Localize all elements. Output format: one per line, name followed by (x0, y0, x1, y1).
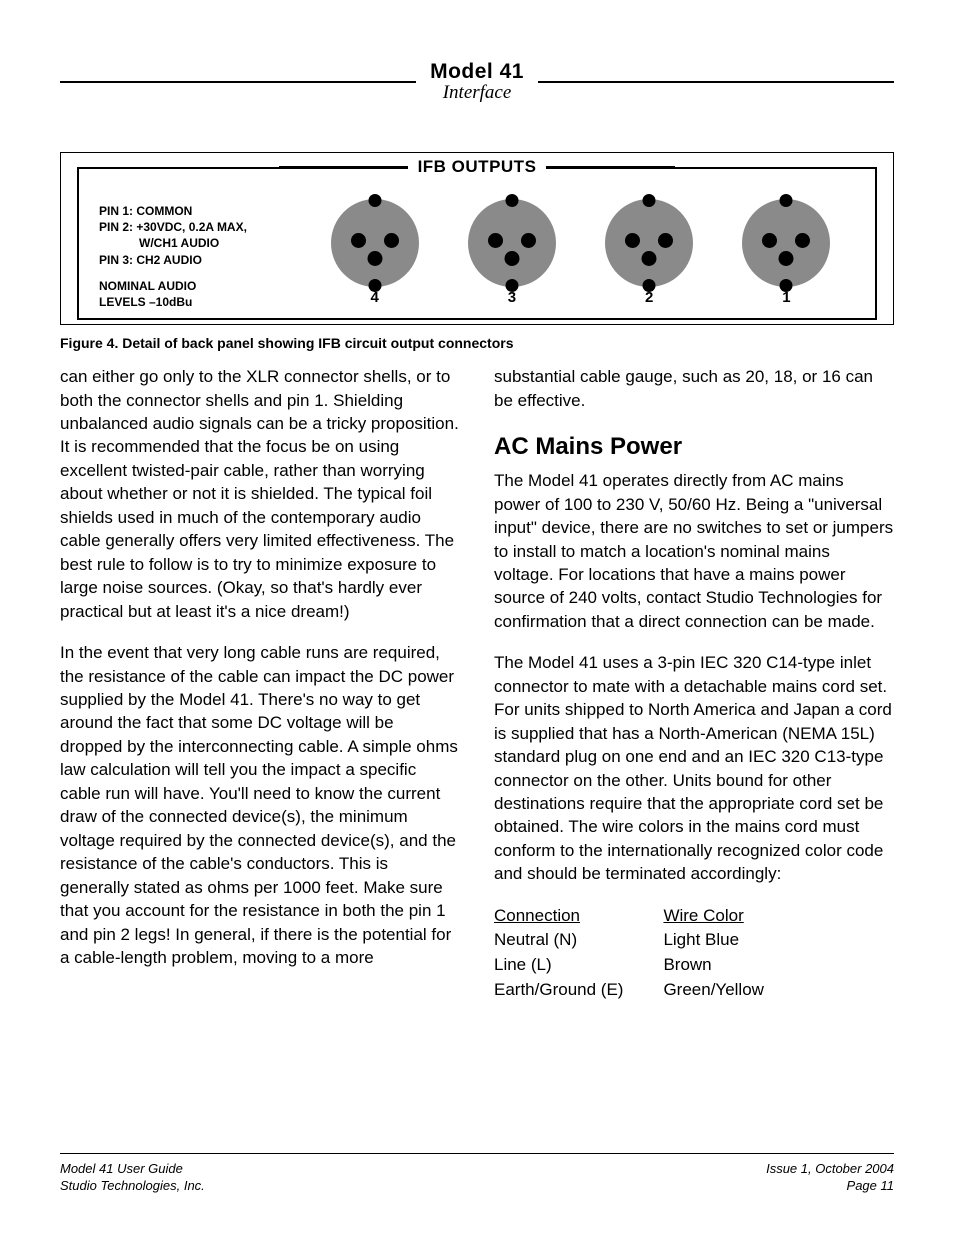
body-paragraph: substantial cable gauge, such as 20, 18,… (494, 365, 894, 412)
xlr-icon (331, 199, 419, 287)
xlr-connector-row: 4 3 2 1 (306, 199, 855, 306)
ifb-title-wrap: IFB OUTPUTS (79, 157, 875, 177)
wire-col-connection: Connection Neutral (N) Line (L) Earth/Gr… (494, 904, 623, 1003)
xlr-connector-2: 2 (605, 199, 693, 306)
xlr-icon (742, 199, 830, 287)
right-column: substantial cable gauge, such as 20, 18,… (494, 365, 894, 1002)
footer-left: Model 41 User Guide Studio Technologies,… (60, 1160, 205, 1195)
footer-company: Studio Technologies, Inc. (60, 1177, 205, 1195)
pin-description: PIN 1: COMMON PIN 2: +30VDC, 0.2A MAX, W… (99, 199, 284, 310)
body-paragraph: The Model 41 uses a 3-pin IEC 320 C14-ty… (494, 651, 894, 886)
xlr-icon (605, 199, 693, 287)
header-subtitle: Interface (430, 82, 524, 104)
footer-rule (60, 1153, 894, 1154)
ifb-panel-title: IFB OUTPUTS (408, 157, 547, 177)
ifb-title-rule-left (279, 166, 408, 168)
table-cell: Green/Yellow (663, 978, 764, 1003)
xlr-connector-4: 4 (331, 199, 419, 306)
figure-container: IFB OUTPUTS PIN 1: COMMON PIN 2: +30VDC,… (60, 152, 894, 325)
table-header: Wire Color (663, 904, 764, 929)
ifb-outputs-panel: IFB OUTPUTS PIN 1: COMMON PIN 2: +30VDC,… (77, 167, 877, 320)
footer-issue: Issue 1, October 2004 (766, 1160, 894, 1178)
table-cell: Line (L) (494, 953, 623, 978)
pin-line: NOMINAL AUDIO (99, 278, 284, 294)
figure-caption: Figure 4. Detail of back panel showing I… (60, 335, 894, 351)
page-header: Model 41 Interface (60, 60, 894, 104)
section-heading-ac-mains: AC Mains Power (494, 430, 894, 463)
pin-line: LEVELS –10dBu (99, 294, 284, 310)
ifb-title-rule-right (546, 166, 675, 168)
left-column: can either go only to the XLR connector … (60, 365, 460, 1002)
body-paragraph: The Model 41 operates directly from AC m… (494, 469, 894, 633)
footer-right: Issue 1, October 2004 Page 11 (766, 1160, 894, 1195)
pin-line: PIN 1: COMMON (99, 203, 284, 219)
header-rule-left (60, 81, 416, 83)
body-paragraph: can either go only to the XLR connector … (60, 365, 460, 623)
wire-color-table: Connection Neutral (N) Line (L) Earth/Gr… (494, 904, 894, 1003)
table-cell: Neutral (N) (494, 928, 623, 953)
footer-doc-title: Model 41 User Guide (60, 1160, 205, 1178)
table-cell: Earth/Ground (E) (494, 978, 623, 1003)
table-cell: Brown (663, 953, 764, 978)
page-footer: Model 41 User Guide Studio Technologies,… (60, 1153, 894, 1195)
header-rule-right (538, 81, 894, 83)
table-cell: Light Blue (663, 928, 764, 953)
table-header: Connection (494, 904, 623, 929)
header-title-block: Model 41 Interface (416, 60, 538, 104)
xlr-icon (468, 199, 556, 287)
pin-line: PIN 2: +30VDC, 0.2A MAX, (99, 219, 284, 235)
wire-col-color: Wire Color Light Blue Brown Green/Yellow (663, 904, 764, 1003)
xlr-connector-1: 1 (742, 199, 830, 306)
body-paragraph: In the event that very long cable runs a… (60, 641, 460, 969)
pin-line: W/CH1 AUDIO (99, 235, 284, 251)
header-model: Model 41 (430, 60, 524, 84)
body-columns: can either go only to the XLR connector … (60, 365, 894, 1002)
xlr-connector-3: 3 (468, 199, 556, 306)
pin-line: PIN 3: CH2 AUDIO (99, 252, 284, 268)
footer-page-number: Page 11 (766, 1177, 894, 1195)
